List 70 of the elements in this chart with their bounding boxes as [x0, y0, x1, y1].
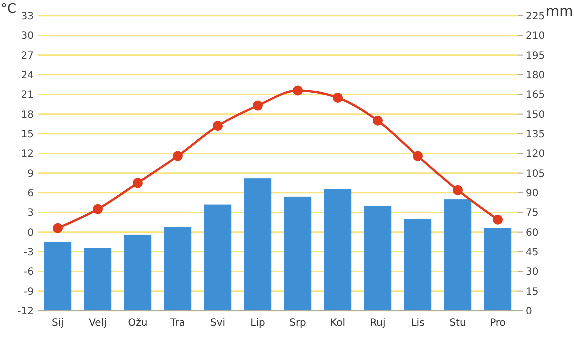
point	[493, 214, 503, 225]
y-tick-label: 15	[21, 130, 34, 140]
point	[293, 86, 303, 96]
y2-tick-label: 225	[526, 12, 546, 22]
y2-tick-label: 45	[526, 248, 539, 258]
y2-tick-label: 30	[526, 267, 539, 278]
x-tick-label: Svi	[210, 318, 226, 329]
x-tick-label: Tra	[170, 318, 186, 329]
point	[213, 121, 223, 132]
y2-tick-label: 75	[526, 208, 539, 220]
bar	[204, 204, 232, 311]
y2-tick-label: 15	[526, 286, 539, 298]
point	[333, 92, 343, 103]
bar	[284, 196, 312, 311]
x-tick-label: Srp	[290, 318, 306, 329]
point	[133, 178, 143, 188]
x-tick-label: Velj	[89, 318, 107, 329]
point	[253, 100, 263, 111]
x-tick-label: Ruj	[370, 318, 386, 329]
bar	[404, 219, 432, 311]
x-tick-label: Ožu	[128, 318, 148, 329]
y-axis-title: °C	[1, 2, 17, 17]
y2-axis-title: mm	[546, 4, 574, 20]
y2-tick-label: 195	[526, 50, 546, 62]
y-tick-label: 0	[28, 228, 34, 239]
x-tick-label: Sij	[52, 318, 64, 329]
y2-tick-label: 135	[526, 130, 546, 140]
y2-tick-label: 90	[526, 188, 539, 200]
bar	[244, 178, 272, 311]
bar	[484, 228, 512, 311]
bar	[84, 248, 112, 311]
bar	[364, 206, 392, 311]
y2-tick-label: 165	[526, 90, 546, 102]
y-tick-label: 24	[21, 70, 34, 82]
bar	[324, 189, 352, 311]
y-tick-label: -6	[24, 267, 34, 278]
point	[173, 151, 183, 162]
y2-tick-label: 120	[526, 149, 546, 160]
y2-tick-label: 150	[526, 110, 546, 121]
y-tick-label: 33	[21, 12, 34, 22]
point	[93, 204, 103, 214]
y-tick-label: -12	[18, 306, 34, 318]
y-tick-label: 21	[21, 90, 34, 102]
point	[413, 151, 423, 162]
y-tick-label: -3	[24, 248, 34, 258]
y-tick-label: -9	[24, 286, 34, 298]
y2-tick-label: 60	[526, 228, 539, 239]
y2-tick-label: 105	[526, 168, 546, 180]
y-tick-label: 12	[21, 149, 34, 160]
y-tick-label: 30	[21, 31, 34, 42]
bar	[44, 242, 72, 311]
x-tick-label: Lis	[411, 318, 425, 329]
point	[453, 185, 463, 196]
y-tick-label: 18	[21, 110, 34, 121]
y-tick-label: 3	[28, 208, 34, 220]
bar	[164, 227, 192, 311]
bar	[124, 234, 152, 311]
y-tick-label: 6	[28, 188, 34, 200]
point	[373, 116, 383, 126]
x-tick-label: Lip	[250, 318, 266, 329]
y2-tick-label: 180	[526, 70, 546, 82]
x-tick-label: Kol	[330, 318, 346, 329]
y2-tick-label: 210	[526, 31, 546, 42]
x-tick-label: Stu	[450, 318, 466, 329]
y2-tick-label: 0	[526, 306, 532, 318]
point	[53, 223, 63, 234]
bar	[444, 200, 472, 311]
x-tick-label: Pro	[490, 318, 506, 329]
y-tick-label: 27	[21, 50, 34, 62]
y-tick-label: 9	[28, 168, 34, 180]
